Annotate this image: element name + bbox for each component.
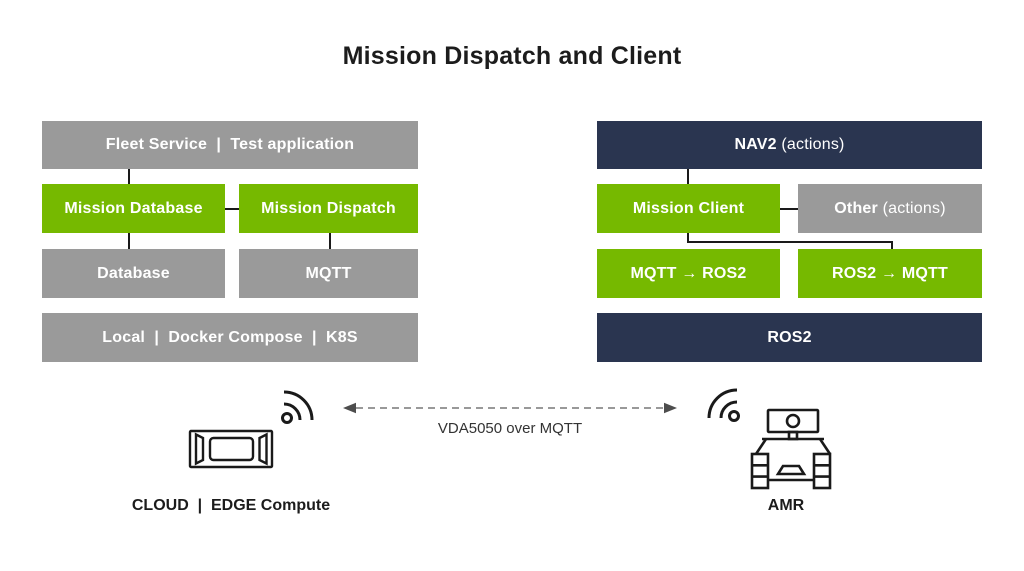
connector-line: [780, 208, 798, 210]
box-mqtt-to-ros2-label: MQTT → ROS2: [630, 264, 747, 282]
vda5050-label: VDA5050 over MQTT: [437, 420, 583, 437]
box-mission-database-label: Mission Database: [64, 199, 203, 217]
wifi-signal-icon: [698, 382, 744, 426]
diagram-title: Mission Dispatch and Client: [342, 42, 682, 70]
server-icon: [188, 429, 274, 469]
box-mqtt: MQTT: [239, 249, 418, 298]
connector-line: [687, 233, 689, 243]
box-mqtt-to-ros2: MQTT → ROS2: [597, 249, 780, 298]
box-ros2-to-mqtt-label: ROS2 → MQTT: [832, 264, 948, 282]
box-platform: Local | Docker Compose | K8S: [42, 313, 418, 362]
box-fleet-service-label: Fleet Service | Test application: [105, 136, 355, 153]
box-database-label: Database: [97, 264, 170, 282]
box-platform-label: Local | Docker Compose | K8S: [102, 328, 358, 346]
connector-line: [225, 208, 239, 210]
box-mission-client-label: Mission Client: [632, 199, 745, 217]
box-mission-client: Mission Client: [597, 184, 780, 233]
box-nav2-suffix: (actions): [776, 136, 845, 153]
connector-line: [128, 233, 130, 249]
box-other-actions: Other (actions): [798, 184, 982, 233]
box-nav2-title: NAV2: [734, 136, 777, 153]
box-other-title: Other: [834, 199, 878, 217]
box-nav2: NAV2 (actions): [597, 121, 982, 169]
connector-line: [687, 169, 689, 184]
box-database: Database: [42, 249, 225, 298]
box-other-suffix: (actions): [877, 199, 946, 217]
box-mqtt-label: MQTT: [305, 264, 352, 282]
box-ros2-label: ROS2: [767, 328, 812, 346]
wifi-signal-icon: [277, 384, 323, 428]
cloud-edge-label: CLOUD | EDGE Compute: [131, 497, 331, 514]
box-mission-dispatch-label: Mission Dispatch: [261, 199, 396, 217]
dashed-arrow: [340, 398, 680, 418]
amr-label: AMR: [767, 497, 805, 514]
connector-line: [687, 241, 893, 243]
box-fleet-service: Fleet Service | Test application: [42, 121, 418, 169]
box-mission-database: Mission Database: [42, 184, 225, 233]
box-ros2-to-mqtt: ROS2 → MQTT: [798, 249, 982, 298]
amr-robot-icon: [748, 406, 834, 490]
connector-line: [329, 233, 331, 249]
box-mission-dispatch: Mission Dispatch: [239, 184, 418, 233]
box-ros2: ROS2: [597, 313, 982, 362]
connector-line: [128, 169, 130, 184]
connector-line: [891, 241, 893, 249]
